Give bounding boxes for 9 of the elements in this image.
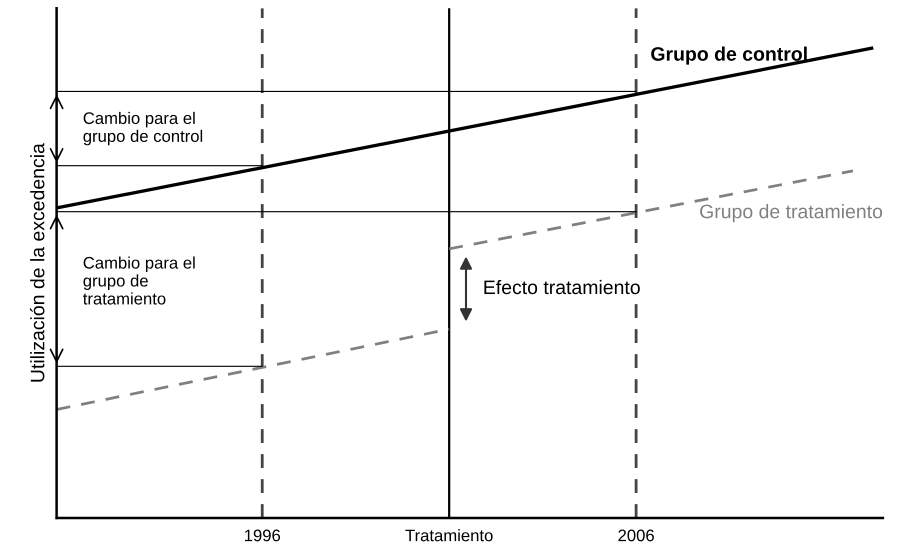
x-tick-label: 1996 xyxy=(244,530,280,542)
y-axis-title: Utilización de la excedencia xyxy=(30,143,44,382)
x-tick-label: Tratamiento xyxy=(405,529,493,542)
annotation: Cambio para el grupo de tratamiento xyxy=(83,256,195,305)
x-tick-label: 2006 xyxy=(618,530,654,542)
annotation: Cambio para el grupo de control xyxy=(83,112,202,146)
series-label: Grupo de control xyxy=(651,46,807,65)
series-label: Grupo de tratamiento xyxy=(700,204,882,222)
annotation: Efecto tratamiento xyxy=(484,280,640,294)
